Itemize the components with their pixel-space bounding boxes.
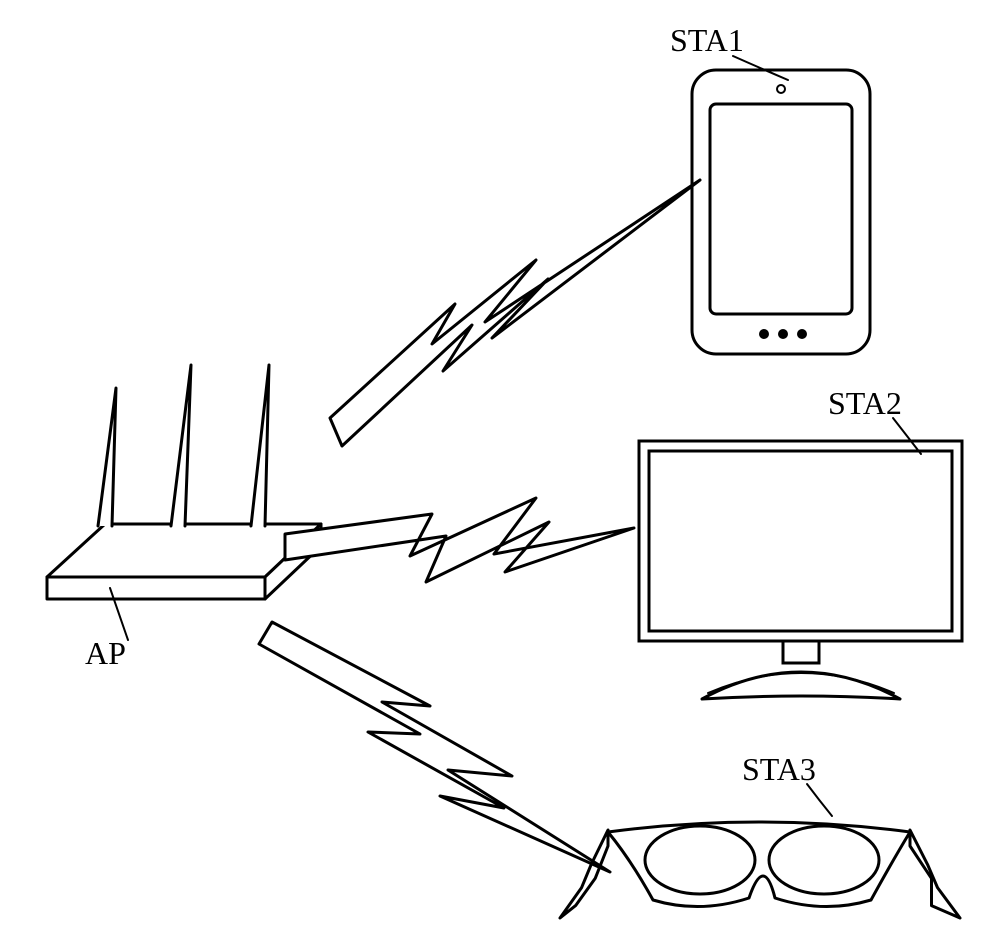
ap-antenna-2 [171,365,191,526]
sta3-device [645,826,879,894]
sta2-label: STA2 [828,385,902,421]
glasses-arm-right [910,830,960,918]
sta1-label: STA1 [670,22,744,58]
phone-home-dot-1 [759,329,769,339]
glasses-lens-right [769,826,879,894]
ap-label: AP [85,635,126,671]
sta2-device [639,441,962,663]
ap-antenna-3 [251,365,269,526]
ap-antenna-1 [98,388,116,526]
monitor-stand [702,672,900,699]
glasses-arm-left [560,830,608,918]
sta3-leader [807,784,832,816]
glasses-brow [608,822,910,832]
bolt-ap-sta3 [259,622,610,872]
phone-home-dot-3 [797,329,807,339]
glasses-lens-left [645,826,755,894]
bolt-ap-sta1 [330,180,700,446]
monitor-neck [783,641,819,663]
bolt-ap-sta2 [285,498,634,582]
phone-home-dot-2 [778,329,788,339]
sta3-label: STA3 [742,751,816,787]
sta1-device [692,70,870,354]
ap-device [47,365,321,599]
